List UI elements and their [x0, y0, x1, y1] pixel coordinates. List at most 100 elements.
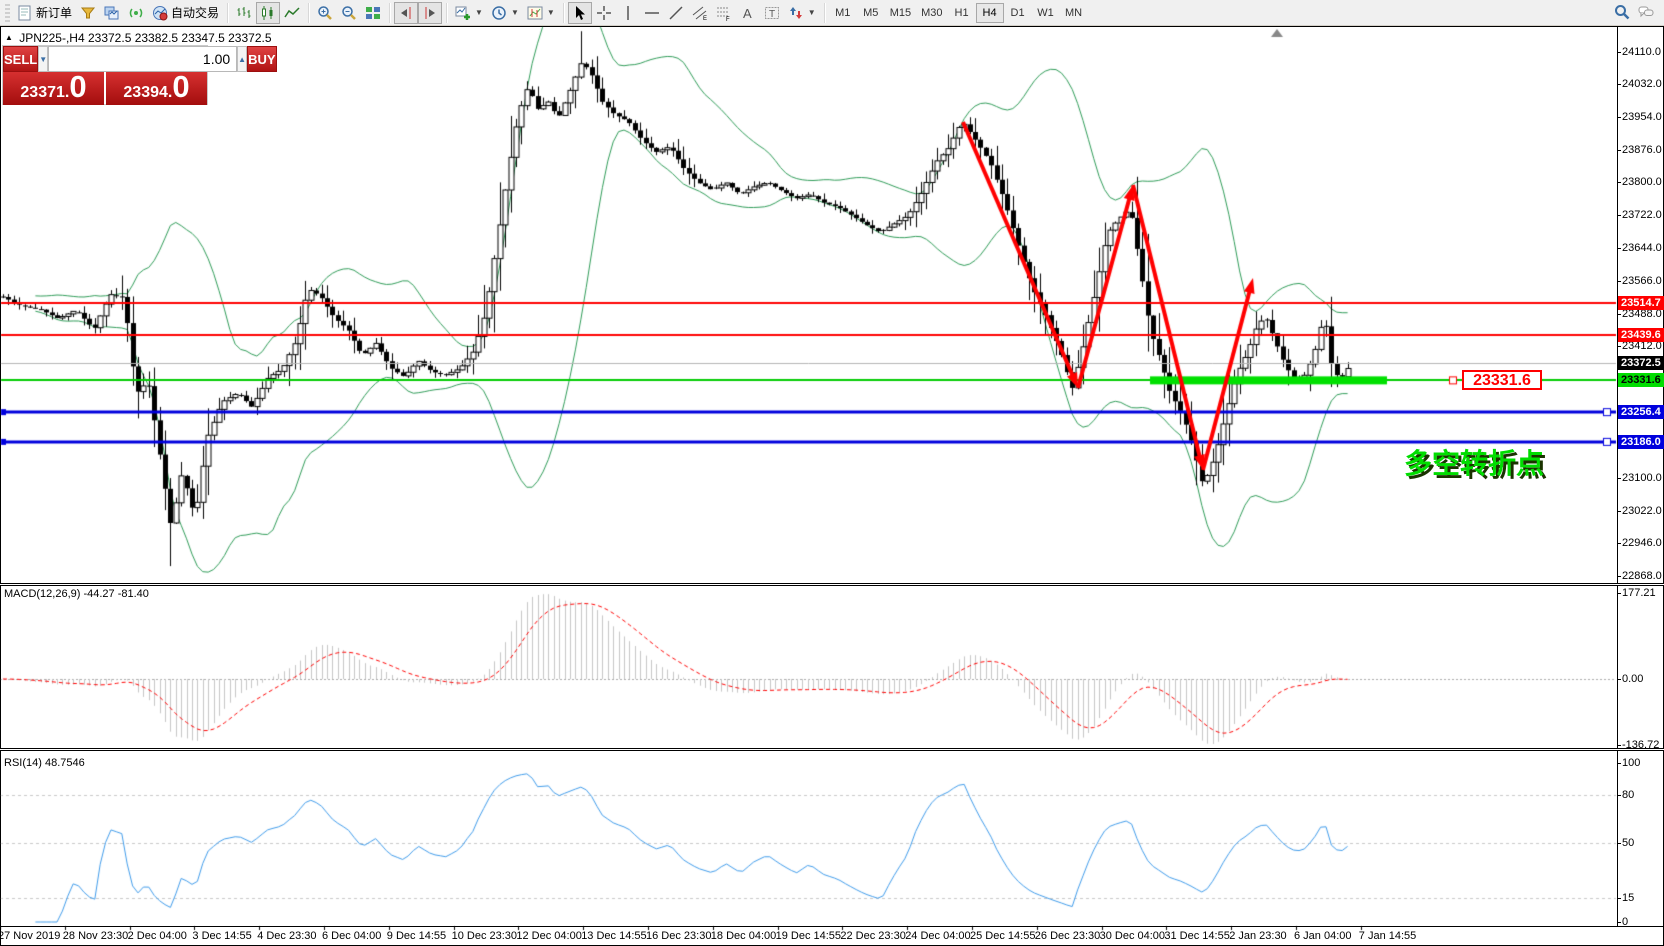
- signals-icon: [129, 8, 143, 17]
- text-label-button[interactable]: T: [760, 2, 784, 24]
- chart-shift-icon: [401, 6, 411, 19]
- buy-price-button[interactable]: 23394. 0: [106, 71, 207, 105]
- toolbar-separator: [227, 2, 229, 23]
- svg-text:F: F: [726, 17, 730, 21]
- new-order-icon: [18, 5, 31, 20]
- timeframe-button-M1[interactable]: M1: [829, 3, 857, 23]
- time-axis-label: 31 Dec 14:55: [1164, 930, 1230, 942]
- macd-label: MACD(12,26,9) -44.27 -81.40: [4, 588, 149, 600]
- buy-price-main: 23394: [123, 84, 168, 101]
- chat-button[interactable]: [1634, 1, 1658, 23]
- price-tick-label: 23800.0: [1617, 176, 1662, 189]
- buy-button[interactable]: BUY: [247, 46, 277, 72]
- time-axis-label: 9 Dec 14:55: [386, 930, 447, 942]
- time-axis-label: 13 Dec 14:55: [581, 930, 647, 942]
- search-button[interactable]: [1610, 1, 1634, 23]
- time-axis-label: 2 Jan 23:30: [1229, 930, 1287, 942]
- arrows-button[interactable]: ▼: [784, 2, 820, 24]
- channel-button[interactable]: E: [688, 2, 712, 24]
- fibonacci-button[interactable]: F: [712, 2, 736, 24]
- timeframe-button-H4[interactable]: H4: [975, 2, 1004, 23]
- line-chart-button[interactable]: [280, 2, 304, 24]
- text-button[interactable]: A: [736, 2, 760, 24]
- sell-price-main: 23371: [20, 84, 65, 101]
- candlestick-chart-button[interactable]: [256, 1, 281, 24]
- vertical-line-icon: [627, 5, 629, 20]
- time-axis-label: 18 Dec 04:00: [710, 930, 777, 942]
- timeframe-button-H1[interactable]: H1: [948, 3, 976, 23]
- dropdown-caret: ▼: [807, 8, 816, 17]
- time-axis-label: 2 Dec 04:00: [127, 930, 187, 942]
- price-badge: 23256.4: [1618, 405, 1664, 420]
- time-axis-label: 16 Dec 23:30: [646, 930, 712, 942]
- templates-button[interactable]: ▼: [523, 2, 559, 24]
- price-axis-border: [1617, 26, 1618, 926]
- indicators-button[interactable]: ▼: [451, 2, 487, 24]
- timeframe-group: M1 M5 M15 M30 H1 H4 D1 W1 MN: [829, 2, 1088, 23]
- tile-windows-icon: [366, 6, 381, 19]
- volume-increase-button[interactable]: ▲: [237, 46, 248, 72]
- sell-price-button[interactable]: 23371. 0: [3, 71, 104, 105]
- bar-chart-icon: [237, 6, 251, 18]
- zoom-out-icon: [342, 5, 356, 20]
- bar-chart-button[interactable]: [232, 2, 256, 24]
- toolbar-separator: [446, 2, 448, 23]
- chart-shift-button[interactable]: [394, 1, 419, 24]
- sell-button[interactable]: SELL: [3, 46, 39, 72]
- support-price-callout[interactable]: 23331.6: [1462, 370, 1542, 390]
- crosshair-button[interactable]: [592, 2, 616, 24]
- fibonacci-icon: F: [716, 7, 730, 21]
- cursor-button[interactable]: [567, 1, 592, 24]
- toolbar-grip[interactable]: [5, 3, 10, 22]
- text-icon: A: [743, 6, 752, 21]
- timeframe-button-D1[interactable]: D1: [1004, 3, 1032, 23]
- periods-button[interactable]: ▼: [487, 2, 523, 24]
- zoom-out-button[interactable]: [337, 2, 361, 24]
- tile-windows-button[interactable]: [361, 2, 385, 24]
- macd-tick-label: 0.00: [1616, 673, 1644, 685]
- volume-decrease-button[interactable]: ▼: [38, 46, 49, 72]
- dropdown-caret: ▼: [546, 8, 555, 17]
- pane-splitter-macd[interactable]: [0, 583, 1664, 586]
- new-chart-button[interactable]: [76, 2, 100, 24]
- price-tick-label: 22946.0: [1617, 537, 1662, 550]
- time-axis-label: 22 Dec 23:30: [840, 930, 906, 942]
- new-order-button[interactable]: 新订单: [13, 2, 76, 24]
- rsi-tick-label: 50: [1616, 836, 1635, 849]
- timeframe-button-M15[interactable]: M15: [885, 3, 916, 23]
- new-order-label: 新订单: [36, 6, 73, 20]
- autotrading-button[interactable]: 自动交易: [148, 2, 223, 24]
- toolbar: 新订单 自动交易: [0, 0, 1664, 26]
- autotrading-icon: [153, 5, 168, 20]
- timeframe-button-MN[interactable]: MN: [1060, 3, 1088, 23]
- time-axis-label: 27 Nov 2019: [0, 930, 61, 942]
- toolbar-separator: [823, 2, 825, 23]
- timeframe-button-M5[interactable]: M5: [857, 3, 885, 23]
- macd-tick-label: 177.21: [1617, 587, 1656, 600]
- horizontal-line-button[interactable]: [640, 2, 664, 24]
- pivot-annotation-text[interactable]: 多空转折点: [1404, 448, 1545, 479]
- rsi-tick-label: 0: [1616, 916, 1629, 928]
- pane-splitter-rsi[interactable]: [0, 748, 1664, 751]
- timeframe-button-M30[interactable]: M30: [916, 3, 947, 23]
- auto-scroll-button[interactable]: [418, 1, 443, 24]
- svg-text:A: A: [743, 6, 752, 21]
- vertical-line-button[interactable]: [616, 2, 640, 24]
- time-axis-border: [0, 926, 1664, 927]
- zoom-in-button[interactable]: [313, 2, 337, 24]
- clock-icon: [492, 5, 506, 20]
- profiles-icon: [104, 6, 119, 19]
- price-tick-label: 24110.0: [1617, 45, 1661, 58]
- timeframe-button-W1[interactable]: W1: [1032, 3, 1060, 23]
- time-axis-label: 4 Dec 23:30: [257, 930, 317, 942]
- time-axis-label: 3 Dec 14:55: [192, 930, 252, 942]
- price-tick-label: 23876.0: [1617, 144, 1662, 157]
- funnel-icon: [80, 7, 96, 18]
- profiles-button[interactable]: [100, 2, 124, 24]
- volume-input[interactable]: [48, 46, 238, 72]
- trendline-button[interactable]: [664, 2, 688, 24]
- signals-button[interactable]: [124, 2, 148, 24]
- crosshair-icon: [596, 5, 611, 20]
- price-tick-label: 23722.0: [1617, 209, 1662, 222]
